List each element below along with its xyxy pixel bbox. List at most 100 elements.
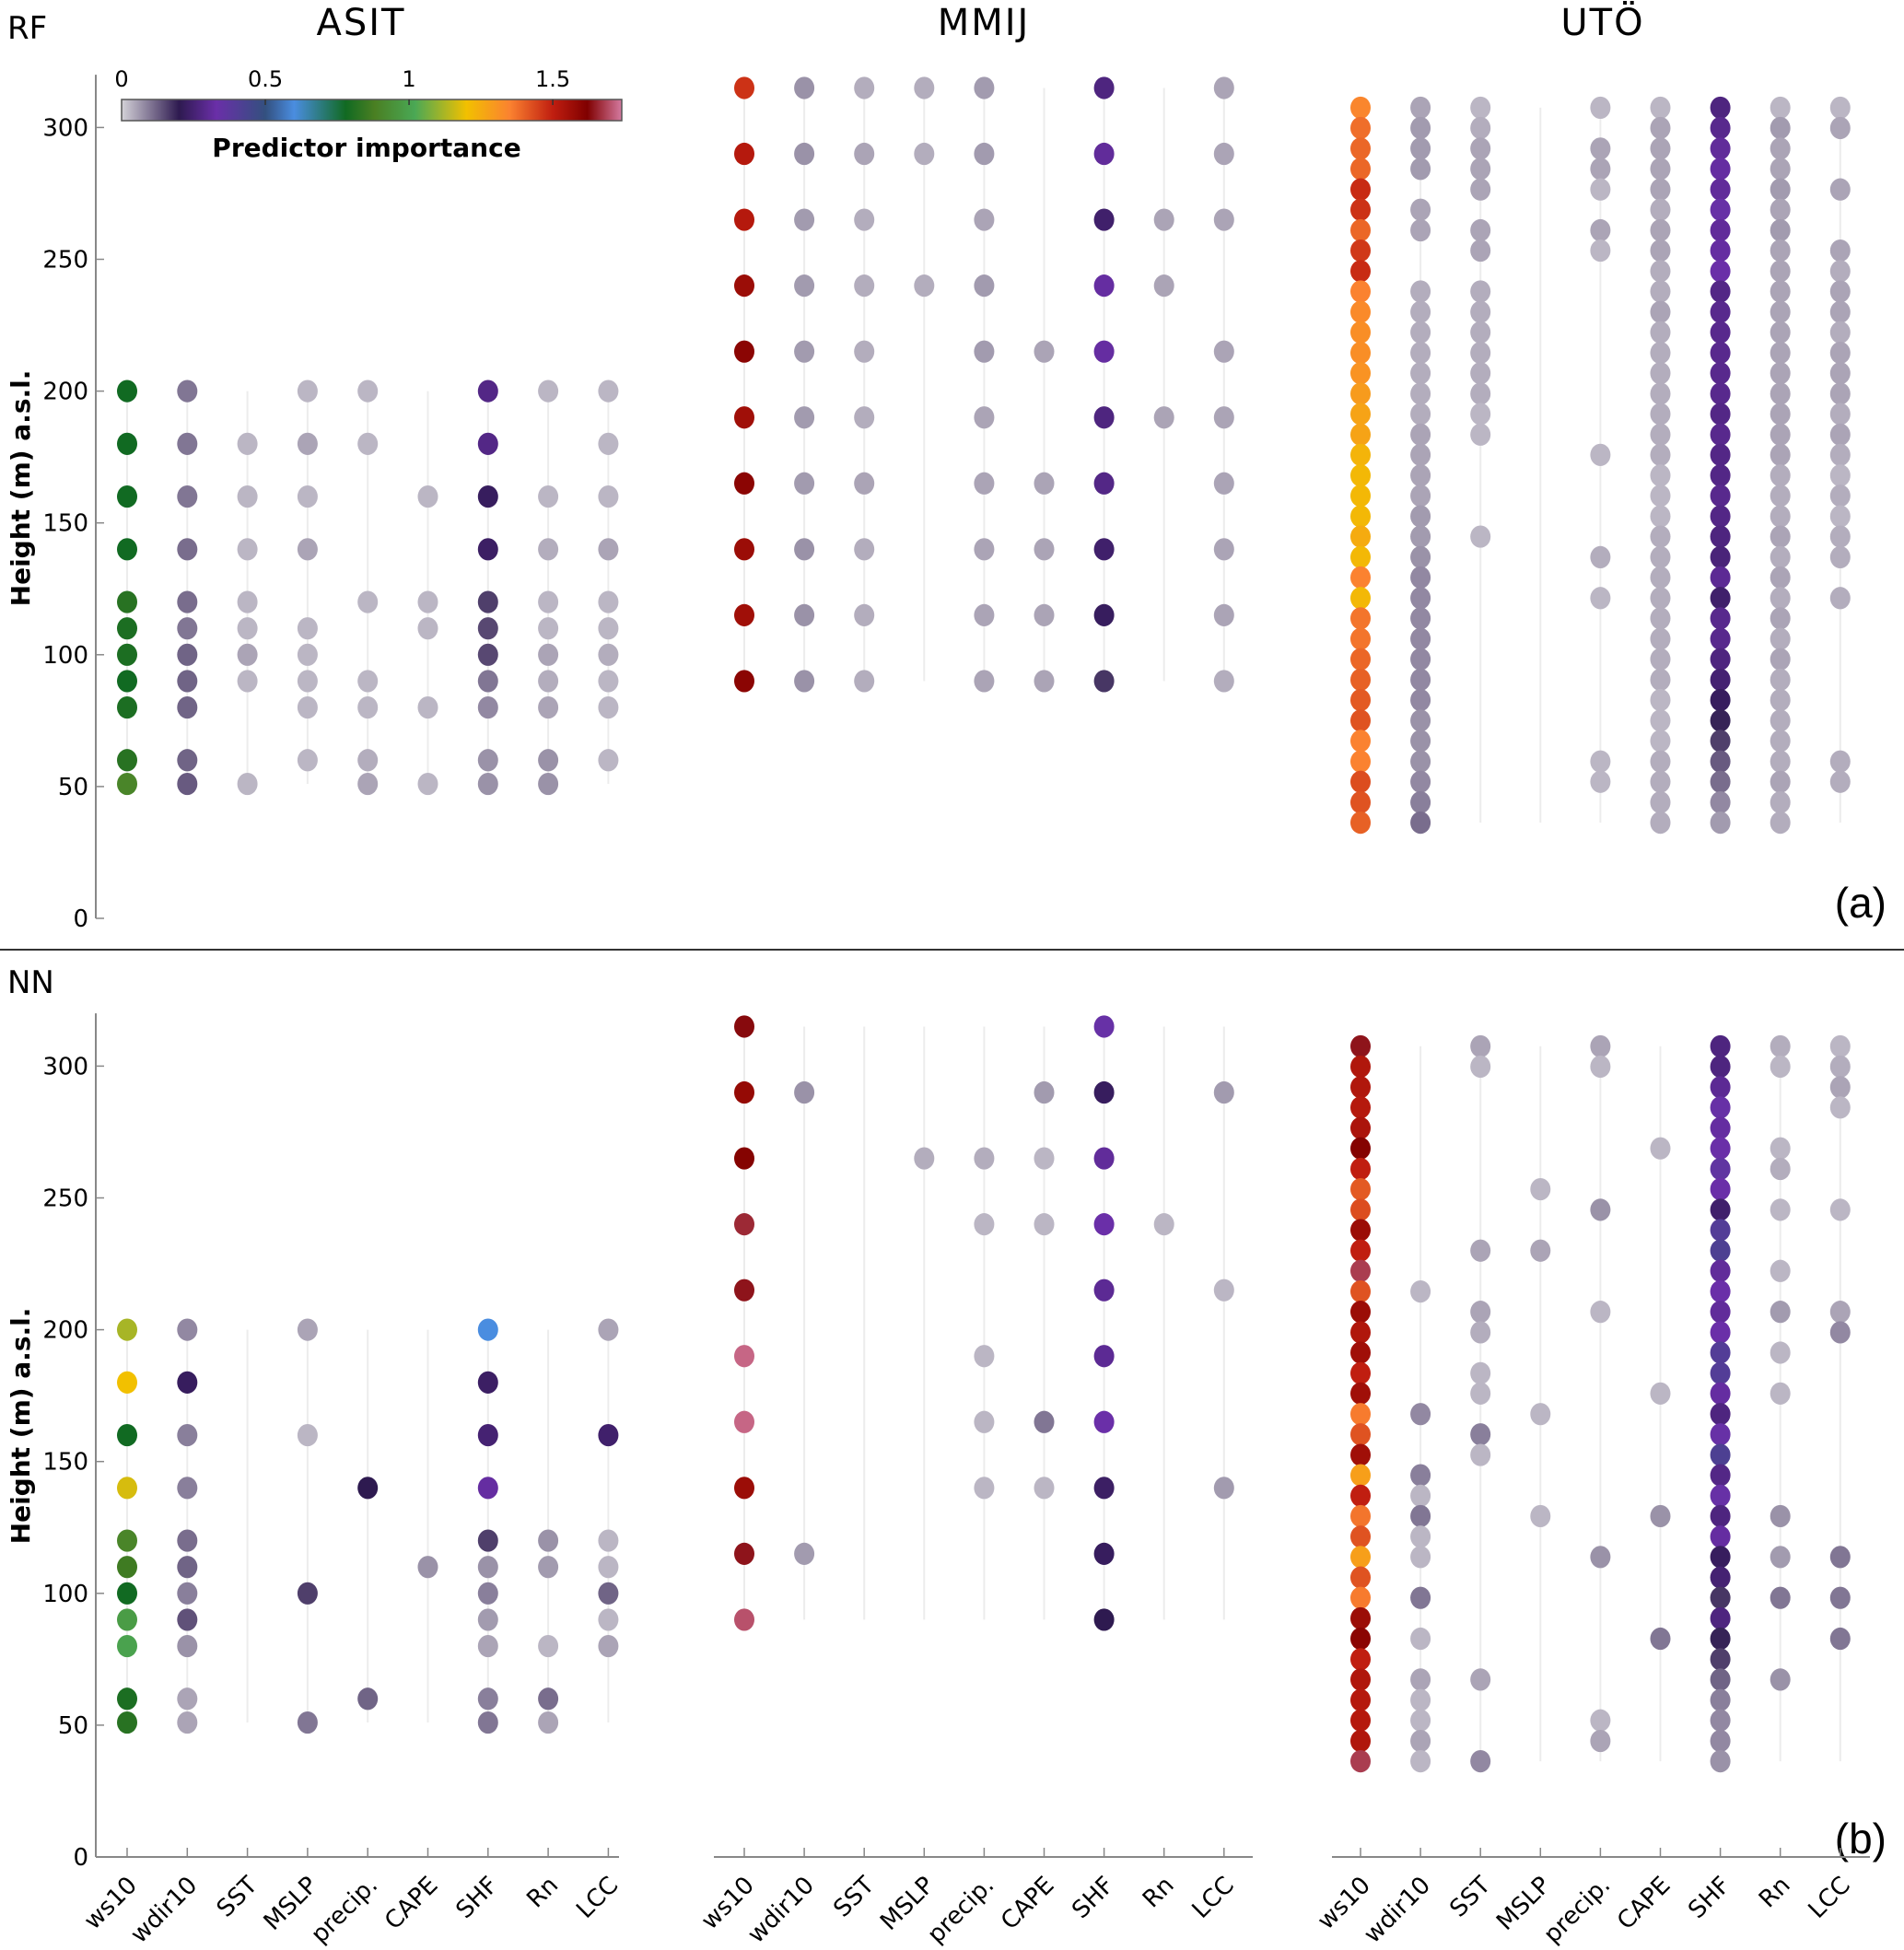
importance-point (477, 432, 498, 455)
importance-point (794, 538, 815, 561)
importance-point (1770, 730, 1791, 753)
importance-point (598, 1423, 619, 1447)
importance-point (1410, 1668, 1431, 1691)
importance-point (1710, 812, 1731, 835)
importance-point (177, 1423, 198, 1447)
importance-point (598, 643, 619, 666)
importance-point (1710, 668, 1731, 692)
importance-point (117, 1687, 137, 1711)
importance-point (1770, 1504, 1791, 1528)
importance-point (1213, 538, 1234, 561)
importance-point (854, 538, 875, 561)
importance-point (538, 1687, 559, 1711)
importance-point (1093, 1147, 1115, 1170)
importance-point (297, 1318, 318, 1341)
importance-point (598, 1634, 619, 1658)
importance-point (1710, 648, 1731, 671)
importance-point (538, 1529, 559, 1552)
importance-point (598, 670, 619, 693)
importance-point (1350, 178, 1371, 201)
importance-point (1650, 178, 1671, 201)
importance-point (1034, 538, 1055, 561)
y-tick-label: 300 (42, 114, 88, 142)
importance-point (1770, 607, 1791, 630)
importance-point (1410, 607, 1431, 630)
importance-point (1093, 1410, 1115, 1433)
colorbar-tick-label: 0.5 (248, 66, 283, 92)
importance-point (1590, 1546, 1611, 1569)
importance-point (1470, 1239, 1491, 1262)
importance-point (1710, 1361, 1731, 1384)
importance-point (1410, 525, 1431, 548)
importance-point (1153, 208, 1174, 231)
importance-point (1530, 1403, 1551, 1426)
importance-point (1470, 423, 1491, 446)
colorbar-tick-label: 1 (402, 66, 415, 92)
importance-point (1829, 362, 1851, 385)
importance-point (598, 749, 619, 772)
importance-point (1213, 406, 1234, 429)
importance-point (1770, 1259, 1791, 1282)
importance-point (1710, 790, 1731, 814)
importance-point (974, 1345, 995, 1368)
importance-point (1829, 750, 1851, 773)
x-tick-label-SHF: SHF (1683, 1872, 1735, 1924)
x-tick-label-Rn: Rn (1754, 1872, 1796, 1914)
importance-point (1710, 178, 1731, 201)
importance-point (1710, 1055, 1731, 1079)
importance-point (477, 695, 498, 719)
importance-point (1710, 1096, 1731, 1119)
importance-point (117, 1529, 137, 1552)
importance-point (1710, 1341, 1731, 1364)
importance-point (1829, 485, 1851, 508)
y-tick-label: 300 (42, 1053, 88, 1080)
importance-point (477, 538, 498, 561)
importance-point (117, 538, 137, 561)
x-tick-label-precip: precip. (306, 1872, 383, 1949)
importance-point (1770, 1382, 1791, 1405)
importance-point (117, 485, 137, 508)
importance-point (1350, 96, 1371, 120)
importance-point (1470, 403, 1491, 426)
importance-point (237, 772, 258, 796)
importance-point (598, 617, 619, 640)
importance-point (1410, 1403, 1431, 1426)
panel-rf-0 (117, 379, 619, 796)
importance-point (1710, 1443, 1731, 1466)
importance-point (1350, 1219, 1371, 1242)
importance-point (734, 142, 754, 166)
importance-point (1410, 443, 1431, 466)
importance-point (1153, 274, 1174, 298)
importance-point (117, 1318, 137, 1341)
importance-point (1710, 1566, 1731, 1589)
importance-point (1350, 1177, 1371, 1201)
importance-point (974, 1410, 995, 1433)
importance-point (1650, 709, 1671, 732)
x-tick-label-precip: precip. (922, 1872, 999, 1949)
importance-point (477, 1634, 498, 1658)
importance-point (854, 406, 875, 429)
importance-point (1650, 218, 1671, 242)
importance-point (734, 1608, 754, 1631)
importance-point (1350, 1034, 1371, 1058)
importance-point (854, 76, 875, 99)
importance-point (1590, 443, 1611, 466)
importance-point (1770, 443, 1791, 466)
importance-point (1410, 382, 1431, 405)
importance-point (1093, 670, 1115, 693)
importance-point (1650, 362, 1671, 385)
importance-point (1410, 1688, 1431, 1711)
importance-point (1350, 362, 1371, 385)
importance-point (1350, 709, 1371, 732)
importance-point (1350, 1403, 1371, 1426)
importance-point (1470, 1301, 1491, 1324)
importance-point (477, 1608, 498, 1631)
importance-point (1350, 321, 1371, 344)
row-label-nn: NN (7, 964, 54, 1001)
importance-point (1710, 137, 1731, 160)
importance-point (237, 538, 258, 561)
colorbar-tick-label: 0 (114, 66, 128, 92)
x-tick-label-SHF: SHF (450, 1872, 503, 1924)
importance-point (1710, 545, 1731, 569)
importance-point (1829, 1586, 1851, 1609)
